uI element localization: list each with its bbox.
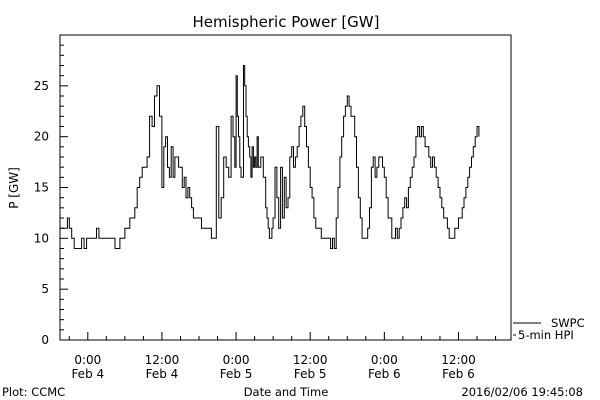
x-tick-label-time: 12:00 <box>441 353 476 367</box>
y-tick-label: 25 <box>34 79 49 93</box>
x-tick-label-date: Feb 6 <box>442 367 475 381</box>
x-axis-label: Date and Time <box>244 385 329 399</box>
y-tick-label: 0 <box>41 333 49 347</box>
y-axis-ticks: 0 5 10 15 20 25 <box>34 34 68 347</box>
y-tick-label: 5 <box>41 282 49 296</box>
series-layer <box>60 65 480 249</box>
footer-right: 2016/02/06 19:45:08 <box>461 385 583 399</box>
series-line-swpc <box>60 65 480 249</box>
plot-frame <box>59 34 512 341</box>
x-tick-label-date: Feb 5 <box>294 367 327 381</box>
chart-title: Hemispheric Power [GW] <box>193 13 380 31</box>
x-tick-label-date: Feb 4 <box>146 367 179 381</box>
x-tick-label-date: Feb 5 <box>220 367 253 381</box>
x-tick-label-time: 12:00 <box>145 353 180 367</box>
x-tick-label-date: Feb 6 <box>368 367 401 381</box>
x-tick-label-time: 0:00 <box>223 353 250 367</box>
x-tick-label-time: 12:00 <box>293 353 328 367</box>
legend-line2: 5-min HPI <box>518 328 574 342</box>
x-tick-label-time: 0:00 <box>371 353 398 367</box>
x-tick-label-date: Feb 4 <box>71 367 104 381</box>
legend-line1: SWPC <box>551 316 585 330</box>
x-tick-label-time: 0:00 <box>74 353 101 367</box>
y-tick-label: 20 <box>34 130 49 144</box>
footer-left: Plot: CCMC <box>2 385 65 399</box>
y-tick-label: 10 <box>34 231 49 245</box>
y-tick-label: 15 <box>34 181 49 195</box>
y-axis-label: P [GW] <box>7 167 21 209</box>
